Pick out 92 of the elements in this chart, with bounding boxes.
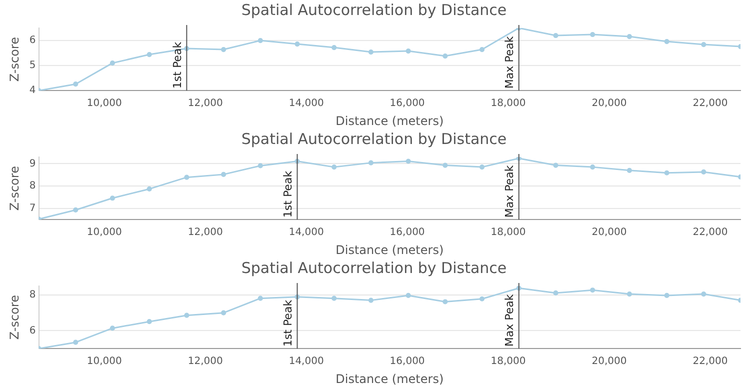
x-tick-label: 18,000 [490, 98, 526, 110]
ref-line-label: 1st Peak [282, 170, 295, 218]
x-tick-label: 16,000 [390, 98, 425, 110]
point [110, 326, 116, 331]
x-tick-label: 16,000 [390, 227, 425, 238]
point [220, 46, 226, 52]
y-tick-label: 7 [29, 203, 36, 214]
point [220, 310, 226, 316]
point [368, 298, 374, 303]
point [626, 292, 632, 297]
x-tick-label: 14,000 [288, 227, 324, 238]
point [590, 32, 596, 38]
point [220, 172, 226, 177]
point [332, 44, 337, 50]
point [146, 319, 152, 324]
point [626, 168, 632, 173]
x-tick-label: 12,000 [188, 227, 223, 238]
point [553, 32, 558, 38]
x-tick-label: 10,000 [86, 227, 122, 238]
x-tick-label: 16,000 [390, 356, 425, 368]
x-tick-label: 12,000 [188, 98, 223, 110]
point [590, 164, 596, 170]
point [590, 288, 596, 293]
point [701, 292, 706, 297]
point [553, 290, 558, 296]
point [368, 160, 374, 166]
ref-line-label: Max Peak [503, 36, 516, 89]
x-tick-label: 22,000 [692, 98, 728, 110]
point [110, 60, 116, 66]
point [664, 38, 670, 44]
x-tick-label: 14,000 [288, 356, 324, 368]
point [701, 42, 706, 48]
point [258, 38, 263, 44]
y-tick-label: 6 [29, 35, 36, 46]
point [146, 52, 152, 58]
point [479, 296, 485, 302]
ref-line-label: 1st Peak [171, 41, 184, 89]
y-tick-label: 8 [29, 290, 36, 301]
x-tick-label: 22,000 [692, 227, 728, 238]
x-tick-label: 18,000 [490, 227, 526, 238]
point [442, 53, 448, 59]
x-tick-label: 10,000 [86, 98, 122, 110]
y-axis-title: Z-score [7, 166, 22, 211]
point [368, 49, 374, 55]
x-tick-label: 20,000 [592, 356, 627, 368]
point [294, 41, 300, 47]
x-tick-label: 18,000 [490, 356, 526, 368]
point [146, 186, 152, 192]
point [258, 163, 263, 168]
ref-line-label: Max Peak [503, 164, 516, 218]
x-axis-title: Distance (meters) [336, 242, 444, 257]
point [701, 169, 706, 175]
point [664, 170, 670, 176]
point [73, 207, 78, 213]
point [258, 296, 263, 301]
chart-title: Spatial Autocorrelation by Distance [241, 0, 507, 19]
x-tick-label: 10,000 [86, 356, 122, 368]
x-tick-label: 22,000 [692, 356, 728, 368]
y-tick-label: 5 [29, 60, 36, 72]
point [442, 162, 448, 168]
y-axis-title: Z-score [7, 37, 22, 82]
x-tick-label: 20,000 [592, 98, 627, 110]
point [406, 48, 411, 54]
point [184, 174, 190, 180]
point [406, 158, 411, 164]
ref-line-label: Max Peak [503, 294, 516, 347]
point [626, 34, 632, 40]
chart-title: Spatial Autocorrelation by Distance [241, 258, 507, 277]
chart-title: Spatial Autocorrelation by Distance [241, 130, 507, 148]
y-tick-label: 9 [29, 158, 36, 170]
x-tick-label: 14,000 [288, 98, 324, 110]
point [406, 292, 411, 298]
point [479, 164, 485, 170]
y-tick-label: 6 [29, 325, 36, 336]
x-axis-title: Distance (meters) [336, 372, 444, 386]
y-axis-title: Z-score [7, 295, 22, 340]
x-tick-label: 12,000 [188, 356, 223, 368]
point [184, 312, 190, 318]
point [442, 299, 448, 304]
x-axis-title: Distance (meters) [336, 114, 444, 128]
point [73, 340, 78, 345]
y-tick-label: 4 [29, 85, 36, 96]
point [110, 196, 116, 201]
point [553, 162, 558, 168]
y-tick-label: 8 [29, 180, 36, 192]
point [332, 164, 337, 170]
point [664, 292, 670, 298]
point [73, 82, 78, 87]
x-tick-label: 20,000 [592, 227, 627, 238]
point [332, 296, 337, 301]
point [479, 46, 485, 52]
ref-line-label: 1st Peak [282, 299, 295, 347]
